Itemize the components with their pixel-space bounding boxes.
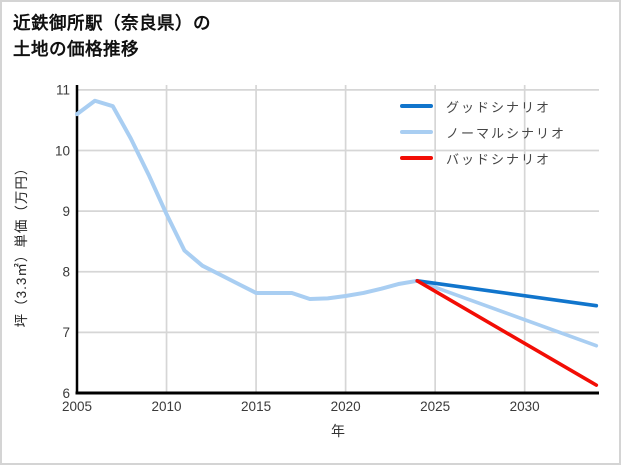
x-tick-label: 2030 bbox=[510, 399, 540, 414]
bad-scenario-line-icon bbox=[400, 156, 433, 160]
x-tick-label: 2010 bbox=[152, 399, 182, 414]
good-scenario-line-icon bbox=[400, 104, 433, 108]
x-tick-label: 2005 bbox=[62, 399, 92, 414]
legend-label-normal: ノーマルシナリオ bbox=[446, 125, 567, 141]
chart-title-line1: 近鉄御所駅（奈良県）の bbox=[13, 13, 211, 33]
x-axis-label: 年 bbox=[331, 423, 345, 439]
normal-forecast-line bbox=[415, 279, 599, 348]
legend-label-good: グッドシナリオ bbox=[446, 99, 552, 115]
legend-item-good: グッドシナリオ bbox=[400, 97, 566, 115]
legend: グッドシナリオ ノーマルシナリオ バッドシナリオ bbox=[400, 97, 566, 167]
y-tick-label: 6 bbox=[62, 386, 70, 401]
chart-title-line2: 土地の価格推移 bbox=[13, 39, 139, 59]
chart-title: 近鉄御所駅（奈良県）の 土地の価格推移 bbox=[13, 10, 211, 62]
y-axis-label: 坪（3.3㎡）単価（万円） bbox=[14, 160, 29, 328]
y-tick-label: 11 bbox=[56, 83, 70, 98]
normal-scenario-line-icon bbox=[400, 130, 433, 134]
y-tick-label: 10 bbox=[55, 143, 70, 158]
x-tick-label: 2020 bbox=[331, 399, 361, 414]
legend-label-bad: バッドシナリオ bbox=[446, 151, 552, 167]
y-tick-label: 7 bbox=[62, 325, 70, 340]
x-tick-label: 2015 bbox=[241, 399, 271, 414]
good-forecast-line bbox=[415, 279, 599, 308]
x-tick-label: 2025 bbox=[420, 399, 450, 414]
y-tick-label: 8 bbox=[62, 265, 70, 280]
bad-forecast-line bbox=[415, 279, 599, 387]
legend-item-normal: ノーマルシナリオ bbox=[400, 123, 566, 141]
y-tick-label: 9 bbox=[62, 204, 70, 219]
history-line bbox=[75, 98, 420, 302]
legend-item-bad: バッドシナリオ bbox=[400, 149, 566, 167]
